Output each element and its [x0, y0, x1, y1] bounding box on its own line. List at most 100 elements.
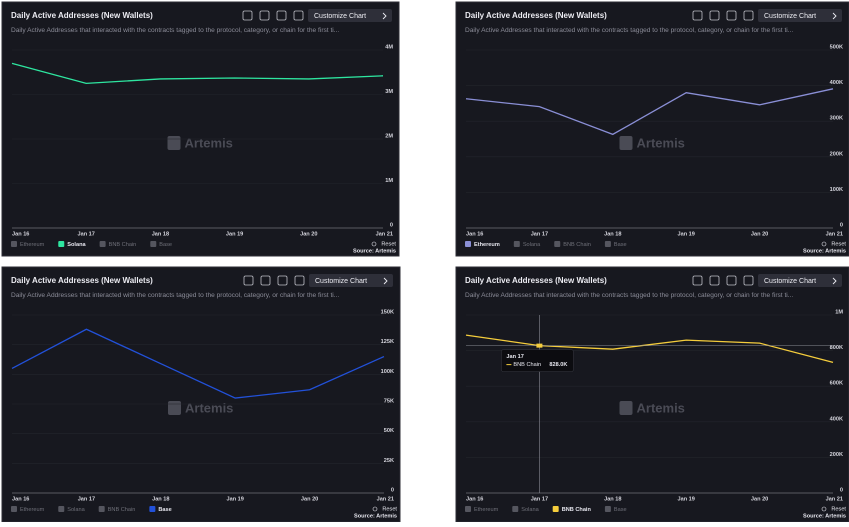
legend-label[interactable]: Base	[158, 507, 171, 513]
toolbar-icon[interactable]	[692, 10, 703, 21]
legend-swatch[interactable]	[465, 241, 471, 247]
toolbar-icon[interactable]	[726, 275, 737, 286]
legend-label[interactable]: Solana	[67, 507, 85, 513]
legend-swatch[interactable]	[513, 241, 520, 247]
watermark-logo	[619, 136, 633, 150]
x-tick-label: Jan 17	[531, 231, 548, 237]
tooltip-date: Jan 17	[506, 354, 523, 360]
y-tick-label: 400K	[830, 416, 843, 422]
toolbar-icon[interactable]	[243, 275, 254, 286]
legend-swatch[interactable]	[552, 506, 559, 512]
legend-label[interactable]: Ethereum	[474, 242, 500, 248]
chart-panel: Daily Active Addresses (New Wallets) Dail…	[455, 1, 849, 257]
legend-label[interactable]: BNB Chain	[109, 242, 137, 248]
legend-label[interactable]: Base	[614, 242, 627, 248]
reset-button[interactable]: Reset	[381, 241, 396, 247]
legend-swatch[interactable]	[99, 241, 106, 247]
legend-label[interactable]: Ethereum	[474, 507, 499, 513]
legend-label[interactable]: Ethereum	[20, 507, 45, 513]
toolbar-icon[interactable]	[277, 275, 288, 286]
button-chevron	[832, 12, 837, 20]
toolbar-icon[interactable]	[709, 275, 720, 286]
toolbar-icon[interactable]	[242, 10, 253, 21]
x-tick-label: Jan 20	[301, 496, 318, 502]
legend-swatch[interactable]	[11, 241, 17, 247]
customize-button-label[interactable]: Customize Chart	[315, 278, 367, 285]
legend-swatch[interactable]	[149, 506, 156, 512]
toolbar-icon[interactable]	[294, 275, 305, 286]
legend-label[interactable]: Solana	[521, 507, 539, 513]
legend-swatch[interactable]	[11, 506, 17, 512]
x-tick-label: Jan 17	[531, 496, 548, 502]
x-tick-label: Jan 17	[78, 496, 95, 502]
toolbar-icon[interactable]	[293, 10, 304, 21]
x-tick-label: Jan 18	[152, 231, 169, 237]
toolbar-icon[interactable]	[726, 10, 737, 21]
x-tick-label: Jan 19	[226, 496, 243, 502]
legend-swatch[interactable]	[58, 506, 65, 512]
chart-title: Daily Active Addresses (New Wallets)	[465, 11, 607, 20]
hover-point	[536, 343, 543, 348]
legend-label[interactable]: Base	[159, 242, 172, 248]
legend-label[interactable]: BNB Chain	[563, 242, 591, 248]
legend-label[interactable]: BNB Chain	[562, 507, 592, 513]
x-tick-label: Jan 21	[826, 496, 843, 502]
customize-button[interactable]	[758, 9, 842, 22]
toolbar-icon[interactable]	[743, 275, 754, 286]
y-tick-label: 0	[840, 487, 843, 493]
panel-background	[1, 1, 400, 257]
legend-swatch[interactable]	[512, 506, 519, 512]
toolbar-icon[interactable]	[743, 10, 754, 21]
x-tick-label: Jan 20	[751, 231, 768, 237]
watermark-logo	[167, 136, 181, 150]
legend-label[interactable]: Solana	[523, 242, 541, 248]
watermark-logo	[168, 401, 181, 415]
legend-swatch[interactable]	[98, 506, 105, 512]
chart-subtitle: Daily Active Addresses that interacted w…	[465, 27, 793, 34]
x-tick-label: Jan 16	[466, 231, 483, 237]
reset-button[interactable]: Reset	[382, 506, 397, 512]
customize-button[interactable]	[758, 274, 842, 287]
reset-icon	[372, 506, 378, 512]
customize-button-label[interactable]: Customize Chart	[764, 13, 816, 20]
reset-button[interactable]: Reset	[831, 241, 846, 247]
legend-label[interactable]: Base	[614, 507, 627, 513]
watermark: Artemis	[185, 135, 233, 150]
toolbar-icon[interactable]	[692, 275, 703, 286]
y-tick-label: 200K	[830, 452, 843, 458]
series-line	[11, 62, 384, 85]
y-tick-label: 100K	[381, 369, 394, 375]
toolbar-icon[interactable]	[276, 10, 287, 21]
legend-swatch[interactable]	[150, 241, 157, 247]
legend-label[interactable]: BNB Chain	[108, 507, 136, 513]
legend-label[interactable]: Ethereum	[20, 242, 45, 248]
y-tick-label: 500K	[830, 44, 843, 50]
legend-swatch[interactable]	[554, 241, 561, 247]
button-chevron	[832, 277, 837, 285]
customize-button[interactable]	[309, 274, 393, 287]
legend-swatch[interactable]	[604, 241, 611, 247]
legend-label[interactable]: Solana	[67, 242, 86, 248]
chart-subtitle: Daily Active Addresses that interacted w…	[465, 292, 793, 299]
x-tick-label: Jan 21	[377, 496, 394, 502]
toolbar-icon[interactable]	[260, 275, 271, 286]
chart-subtitle: Daily Active Addresses that interacted w…	[11, 292, 339, 299]
customize-button-label[interactable]: Customize Chart	[764, 278, 816, 285]
customize-button-label[interactable]: Customize Chart	[314, 13, 366, 20]
toolbar-icon[interactable]	[709, 10, 720, 21]
watermark: Artemis	[637, 400, 685, 415]
y-tick-label: 4M	[385, 44, 393, 50]
legend-swatch[interactable]	[58, 241, 65, 247]
reset-icon	[371, 241, 377, 247]
y-tick-label: 150K	[381, 309, 394, 315]
legend-swatch[interactable]	[604, 506, 611, 512]
toolbar-icon[interactable]	[259, 10, 270, 21]
y-tick-label: 125K	[381, 339, 394, 345]
legend-swatch[interactable]	[465, 506, 471, 512]
customize-button[interactable]	[308, 9, 392, 22]
x-tick-label: Jan 19	[677, 496, 694, 502]
source-label: Source: Artemis	[803, 248, 846, 254]
reset-button[interactable]: Reset	[831, 506, 846, 512]
y-tick-label: 2M	[385, 133, 393, 139]
